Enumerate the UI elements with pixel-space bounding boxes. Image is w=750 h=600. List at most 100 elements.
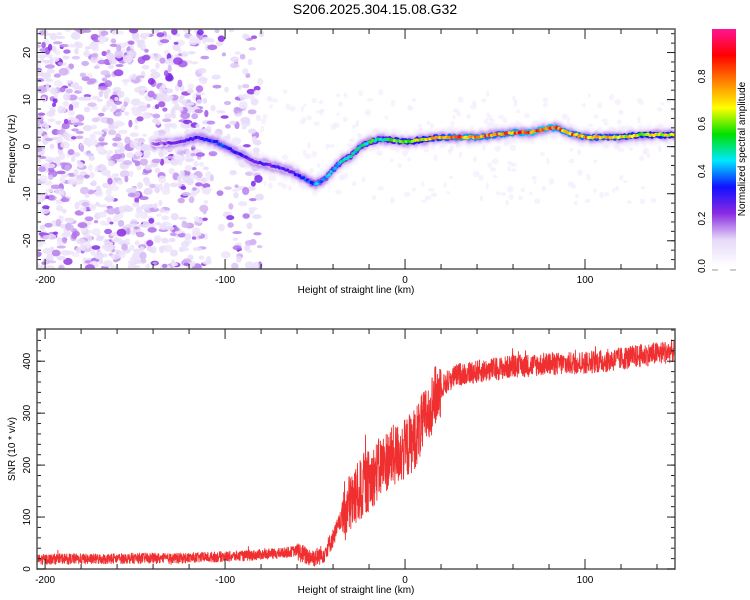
noise-blob xyxy=(161,83,167,89)
noise-blob xyxy=(175,39,186,46)
noise-blob xyxy=(133,248,142,254)
noise-blob xyxy=(86,80,95,85)
noise-blob xyxy=(39,224,46,230)
noise-blob xyxy=(73,152,81,157)
noise-blob xyxy=(107,149,114,155)
noise-blob xyxy=(63,49,71,54)
chart-title: S206.2025.304.15.08.G32 xyxy=(292,1,458,17)
noise-blob xyxy=(70,136,77,140)
noise-blob xyxy=(131,31,140,39)
noise-blob xyxy=(267,182,273,189)
noise-blob xyxy=(124,136,131,145)
noise-blob xyxy=(152,113,161,119)
noise-blob xyxy=(248,47,256,51)
noise-blob xyxy=(262,113,268,119)
noise-blob xyxy=(89,133,96,139)
noise-blob xyxy=(39,175,48,182)
noise-blob xyxy=(62,101,70,107)
noise-blob xyxy=(162,107,168,112)
noise-blob xyxy=(269,104,273,109)
noise-blob xyxy=(533,180,537,184)
noise-blob xyxy=(628,147,634,151)
noise-blob xyxy=(136,116,144,122)
snr-x-label: Height of straight line (km) xyxy=(298,585,415,596)
noise-blob xyxy=(358,133,362,138)
noise-blob xyxy=(111,30,120,36)
noise-blob xyxy=(65,222,72,231)
noise-blob xyxy=(198,77,208,82)
noise-blob xyxy=(41,41,46,49)
spectrogram-x-tick-label: 100 xyxy=(577,275,594,286)
noise-blob xyxy=(217,35,225,42)
noise-blob xyxy=(53,73,61,78)
noise-blob xyxy=(134,240,140,246)
noise-blob xyxy=(37,121,41,129)
noise-blob xyxy=(56,241,64,246)
noise-blob xyxy=(311,150,318,158)
noise-blob xyxy=(429,123,435,128)
noise-blob xyxy=(202,183,211,189)
noise-blob xyxy=(139,246,145,252)
noise-blob xyxy=(247,109,257,115)
noise-blob xyxy=(60,250,71,256)
noise-blob xyxy=(95,145,105,153)
noise-blob xyxy=(510,162,518,168)
noise-blob xyxy=(47,174,54,181)
noise-blob xyxy=(190,61,199,65)
noise-blob xyxy=(573,200,578,206)
noise-blob xyxy=(100,220,107,226)
noise-blob xyxy=(131,73,137,81)
noise-blob xyxy=(568,158,575,164)
noise-blob xyxy=(277,181,285,187)
noise-blob xyxy=(665,98,672,104)
noise-blob xyxy=(178,216,187,220)
snr-line xyxy=(37,339,675,567)
noise-blob xyxy=(481,98,487,103)
noise-blob xyxy=(159,39,170,44)
noise-blob xyxy=(91,245,101,250)
noise-blob xyxy=(355,123,360,128)
noise-blob xyxy=(59,176,66,184)
noise-blob xyxy=(608,94,615,101)
noise-blob xyxy=(246,222,253,230)
noise-blob xyxy=(186,88,194,94)
noise-blob xyxy=(316,162,321,168)
noise-blob xyxy=(37,127,44,135)
noise-blob xyxy=(657,107,663,112)
noise-blob xyxy=(242,213,250,219)
noise-blob xyxy=(118,30,124,35)
noise-blob xyxy=(426,120,431,125)
noise-blob xyxy=(421,181,425,188)
noise-blob xyxy=(288,186,293,191)
noise-blob xyxy=(51,129,60,136)
noise-blob xyxy=(285,103,290,110)
noise-blob xyxy=(244,261,254,269)
noise-blob xyxy=(44,64,55,69)
noise-blob xyxy=(130,228,137,236)
noise-blob xyxy=(54,49,61,56)
noise-blob xyxy=(100,169,111,176)
noise-blob xyxy=(542,102,548,108)
noise-blob xyxy=(478,175,484,181)
noise-blob xyxy=(328,144,335,148)
noise-blob xyxy=(130,223,137,227)
noise-blob xyxy=(51,102,57,107)
noise-blob xyxy=(123,101,128,107)
noise-blob xyxy=(113,120,124,127)
noise-blob xyxy=(118,205,127,213)
noise-blob xyxy=(37,85,47,94)
noise-blob xyxy=(660,102,665,106)
noise-blob xyxy=(232,245,242,251)
noise-blob xyxy=(98,112,105,117)
noise-blob xyxy=(49,143,55,150)
noise-blob xyxy=(141,64,150,70)
noise-blob xyxy=(119,170,130,178)
noise-blob xyxy=(411,98,417,102)
noise-blob xyxy=(164,123,175,128)
noise-blob xyxy=(103,260,113,268)
noise-blob xyxy=(128,170,134,178)
noise-blob xyxy=(336,112,340,116)
noise-blob xyxy=(52,231,59,235)
noise-blob xyxy=(546,157,550,165)
